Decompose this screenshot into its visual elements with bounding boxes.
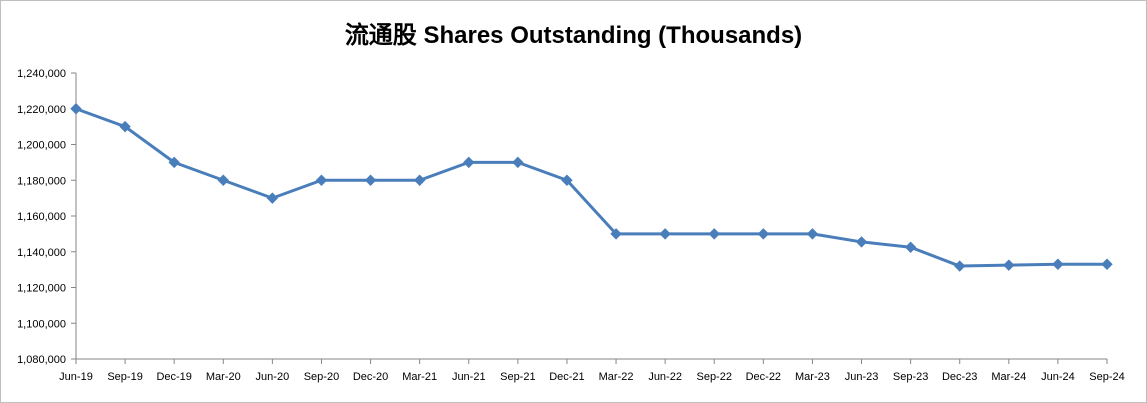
x-tick-label: Mar-23 (795, 371, 830, 383)
data-point (855, 236, 868, 248)
y-tick-label: 1,160,000 (17, 211, 66, 223)
y-tick-label: 1,180,000 (17, 175, 66, 187)
x-tick-label: Sep-22 (696, 371, 731, 383)
data-point (217, 174, 229, 186)
y-tick-label: 1,200,000 (17, 140, 66, 152)
data-point (413, 174, 426, 186)
x-tick-label: Mar-22 (599, 371, 634, 383)
data-point (757, 228, 770, 240)
y-tick-label: 1,100,000 (17, 318, 66, 330)
x-tick-label: Jun-19 (59, 371, 93, 383)
x-tick-label: Mar-24 (991, 371, 1026, 383)
data-point (512, 156, 524, 169)
data-point (659, 228, 671, 240)
data-point (463, 156, 475, 169)
x-tick-label: Sep-20 (304, 371, 339, 383)
data-point (1052, 258, 1064, 270)
x-tick-label: Dec-20 (353, 371, 388, 383)
data-point (806, 228, 819, 240)
x-tick-label: Sep-23 (893, 371, 928, 383)
x-tick-label: Dec-19 (156, 371, 191, 383)
x-tick-label: Dec-21 (549, 371, 584, 383)
x-tick-label: Sep-21 (500, 371, 535, 383)
x-tick-label: Mar-21 (402, 371, 437, 383)
x-tick-label: Jun-23 (845, 371, 879, 383)
x-tick-label: Jun-21 (452, 371, 486, 383)
data-point (1101, 258, 1113, 270)
data-point (954, 260, 966, 272)
x-tick-label: Sep-19 (107, 371, 142, 383)
x-tick-label: Mar-20 (206, 371, 241, 383)
data-point (561, 174, 573, 186)
y-tick-label: 1,080,000 (17, 354, 66, 366)
chart-title: 流通股 Shares Outstanding (Thousands) (344, 22, 803, 49)
x-tick-label: Jun-22 (648, 371, 682, 383)
series-line (74, 107, 1109, 268)
y-tick-label: 1,140,000 (17, 247, 66, 259)
y-tick-label: 1,220,000 (17, 104, 66, 116)
data-point (904, 241, 917, 253)
x-tick-label: Dec-23 (942, 371, 977, 383)
x-tick-label: Dec-22 (746, 371, 781, 383)
y-tick-label: 1,120,000 (17, 283, 66, 295)
data-point (708, 228, 720, 240)
data-point (168, 156, 180, 169)
data-point (1003, 259, 1015, 271)
x-tick-label: Sep-24 (1089, 371, 1124, 383)
data-point (119, 120, 131, 133)
data-point (266, 192, 279, 204)
data-point (610, 228, 622, 240)
x-tick-label: Jun-20 (256, 371, 290, 383)
data-point (315, 174, 328, 186)
data-point (364, 174, 377, 186)
data-point (70, 103, 82, 115)
y-tick-label: 1,240,000 (17, 68, 66, 80)
x-tick-label: Jun-24 (1041, 371, 1075, 383)
